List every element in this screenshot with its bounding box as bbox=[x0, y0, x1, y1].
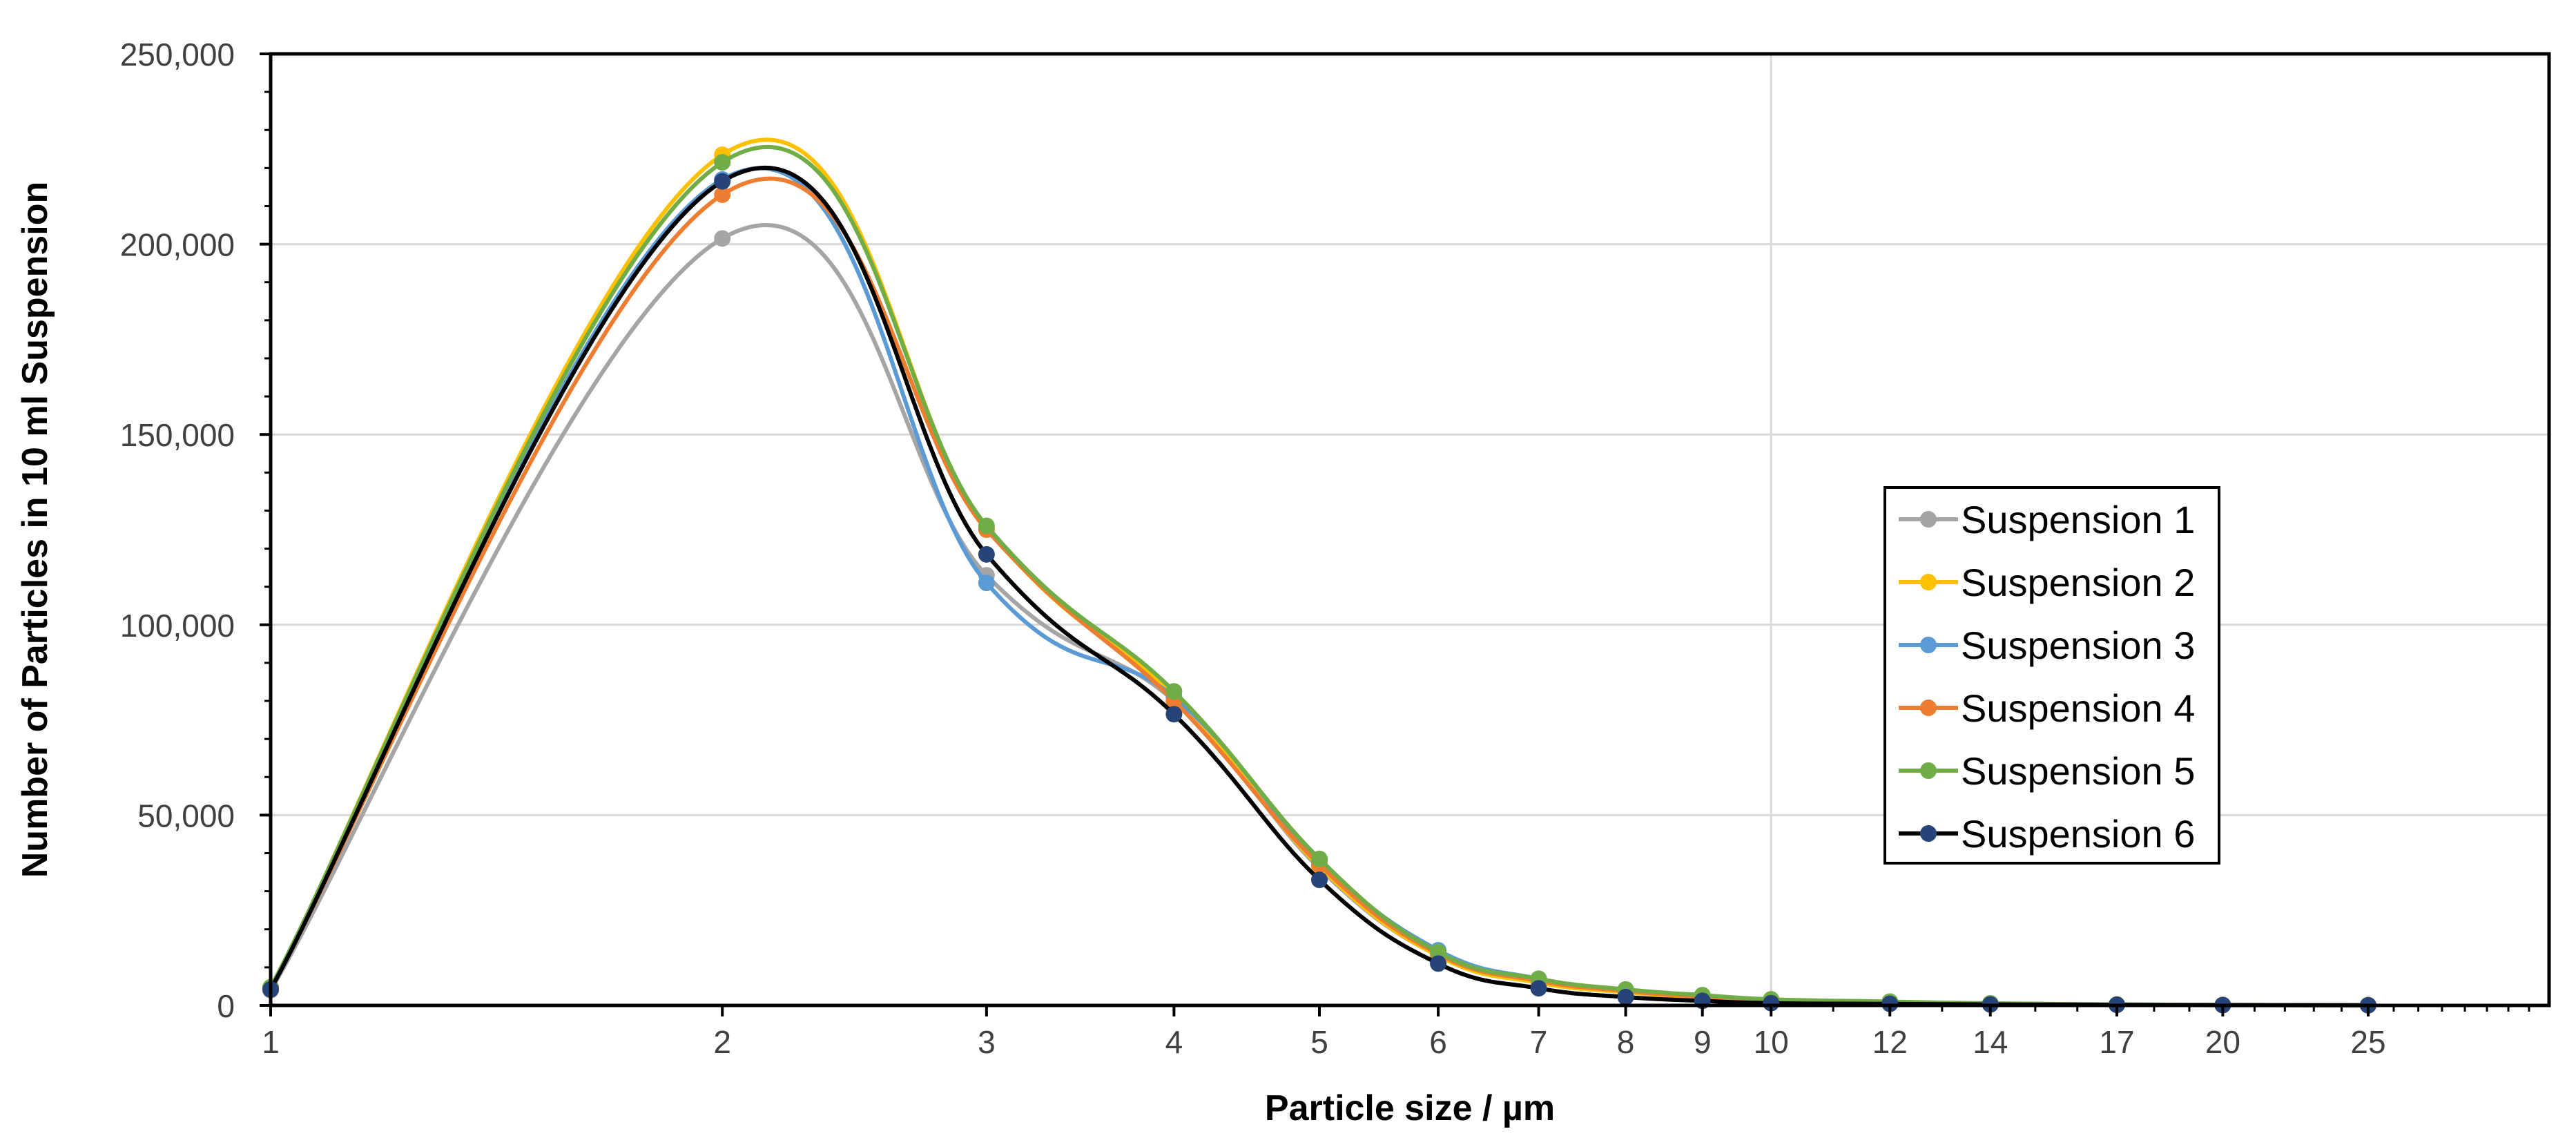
legend-item: Suspension 2 bbox=[1899, 561, 2195, 604]
legend-marker bbox=[1920, 762, 1937, 779]
y-tick-label: 250,000 bbox=[120, 37, 235, 73]
y-tick-label: 150,000 bbox=[120, 417, 235, 453]
legend-box bbox=[1883, 486, 2220, 865]
legend-marker bbox=[1920, 637, 1937, 653]
y-tick-label: 200,000 bbox=[120, 227, 235, 263]
x-tick-label: 9 bbox=[1694, 1024, 1712, 1060]
data-point bbox=[714, 154, 731, 171]
x-tick-label: 6 bbox=[1429, 1024, 1447, 1060]
data-point bbox=[1763, 994, 1780, 1012]
x-tick-label: 1 bbox=[262, 1024, 280, 1060]
legend-item: Suspension 3 bbox=[1899, 624, 2195, 667]
x-tick-label: 5 bbox=[1310, 1024, 1328, 1060]
legend-label: Suspension 6 bbox=[1961, 812, 2195, 856]
legend-item: Suspension 6 bbox=[1899, 812, 2195, 856]
x-tick-label: 4 bbox=[1165, 1024, 1183, 1060]
data-point bbox=[714, 230, 731, 247]
legend-marker bbox=[1920, 700, 1937, 716]
data-point bbox=[1430, 955, 1447, 972]
x-tick-label: 7 bbox=[1530, 1024, 1548, 1060]
legend-label: Suspension 5 bbox=[1961, 749, 2195, 793]
legend-marker bbox=[1920, 574, 1937, 590]
legend-label: Suspension 1 bbox=[1961, 498, 2195, 541]
legend-item: Suspension 1 bbox=[1899, 498, 2195, 541]
x-tick-label: 14 bbox=[1973, 1024, 2008, 1060]
data-point bbox=[1617, 988, 1634, 1005]
plot-area-frame bbox=[269, 52, 2551, 1007]
data-point bbox=[1165, 706, 1183, 723]
data-point bbox=[978, 575, 995, 592]
x-axis-title: Particle size / µm bbox=[1265, 1088, 1555, 1128]
y-tick-label: 0 bbox=[217, 988, 235, 1024]
data-point bbox=[1530, 980, 1547, 997]
x-tick-label: 17 bbox=[2099, 1024, 2134, 1060]
data-point bbox=[1165, 683, 1183, 700]
x-tick-label: 25 bbox=[2350, 1024, 2385, 1060]
x-tick-label: 20 bbox=[2205, 1024, 2240, 1060]
x-tick-label: 10 bbox=[1754, 1024, 1789, 1060]
x-tick-label: 12 bbox=[1872, 1024, 1908, 1060]
data-point bbox=[714, 186, 731, 203]
data-point bbox=[978, 546, 995, 563]
data-point bbox=[1310, 850, 1328, 867]
legend-label: Suspension 3 bbox=[1961, 624, 2195, 667]
legend-label: Suspension 4 bbox=[1961, 686, 2195, 730]
axes bbox=[269, 52, 2551, 1007]
legend-item: Suspension 5 bbox=[1899, 749, 2195, 793]
legend-label: Suspension 2 bbox=[1961, 561, 2195, 604]
legend: Suspension 1 Suspension 2 Suspension 3 Susp… bbox=[1883, 486, 2220, 865]
x-tick-label: 8 bbox=[1617, 1024, 1635, 1060]
y-tick-label: 50,000 bbox=[137, 798, 235, 833]
legend-marker bbox=[1920, 825, 1937, 842]
legend-item: Suspension 4 bbox=[1899, 686, 2195, 730]
data-point bbox=[1310, 871, 1328, 889]
x-tick-label: 3 bbox=[978, 1024, 996, 1060]
data-point bbox=[714, 173, 731, 190]
y-tick-label: 100,000 bbox=[120, 608, 235, 644]
data-point bbox=[1430, 943, 1447, 961]
data-point bbox=[978, 517, 995, 534]
y-axis-title: Number of Particles in 10 ml Suspension bbox=[15, 182, 55, 878]
x-tick-label: 2 bbox=[713, 1024, 731, 1060]
legend-marker bbox=[1920, 511, 1937, 528]
